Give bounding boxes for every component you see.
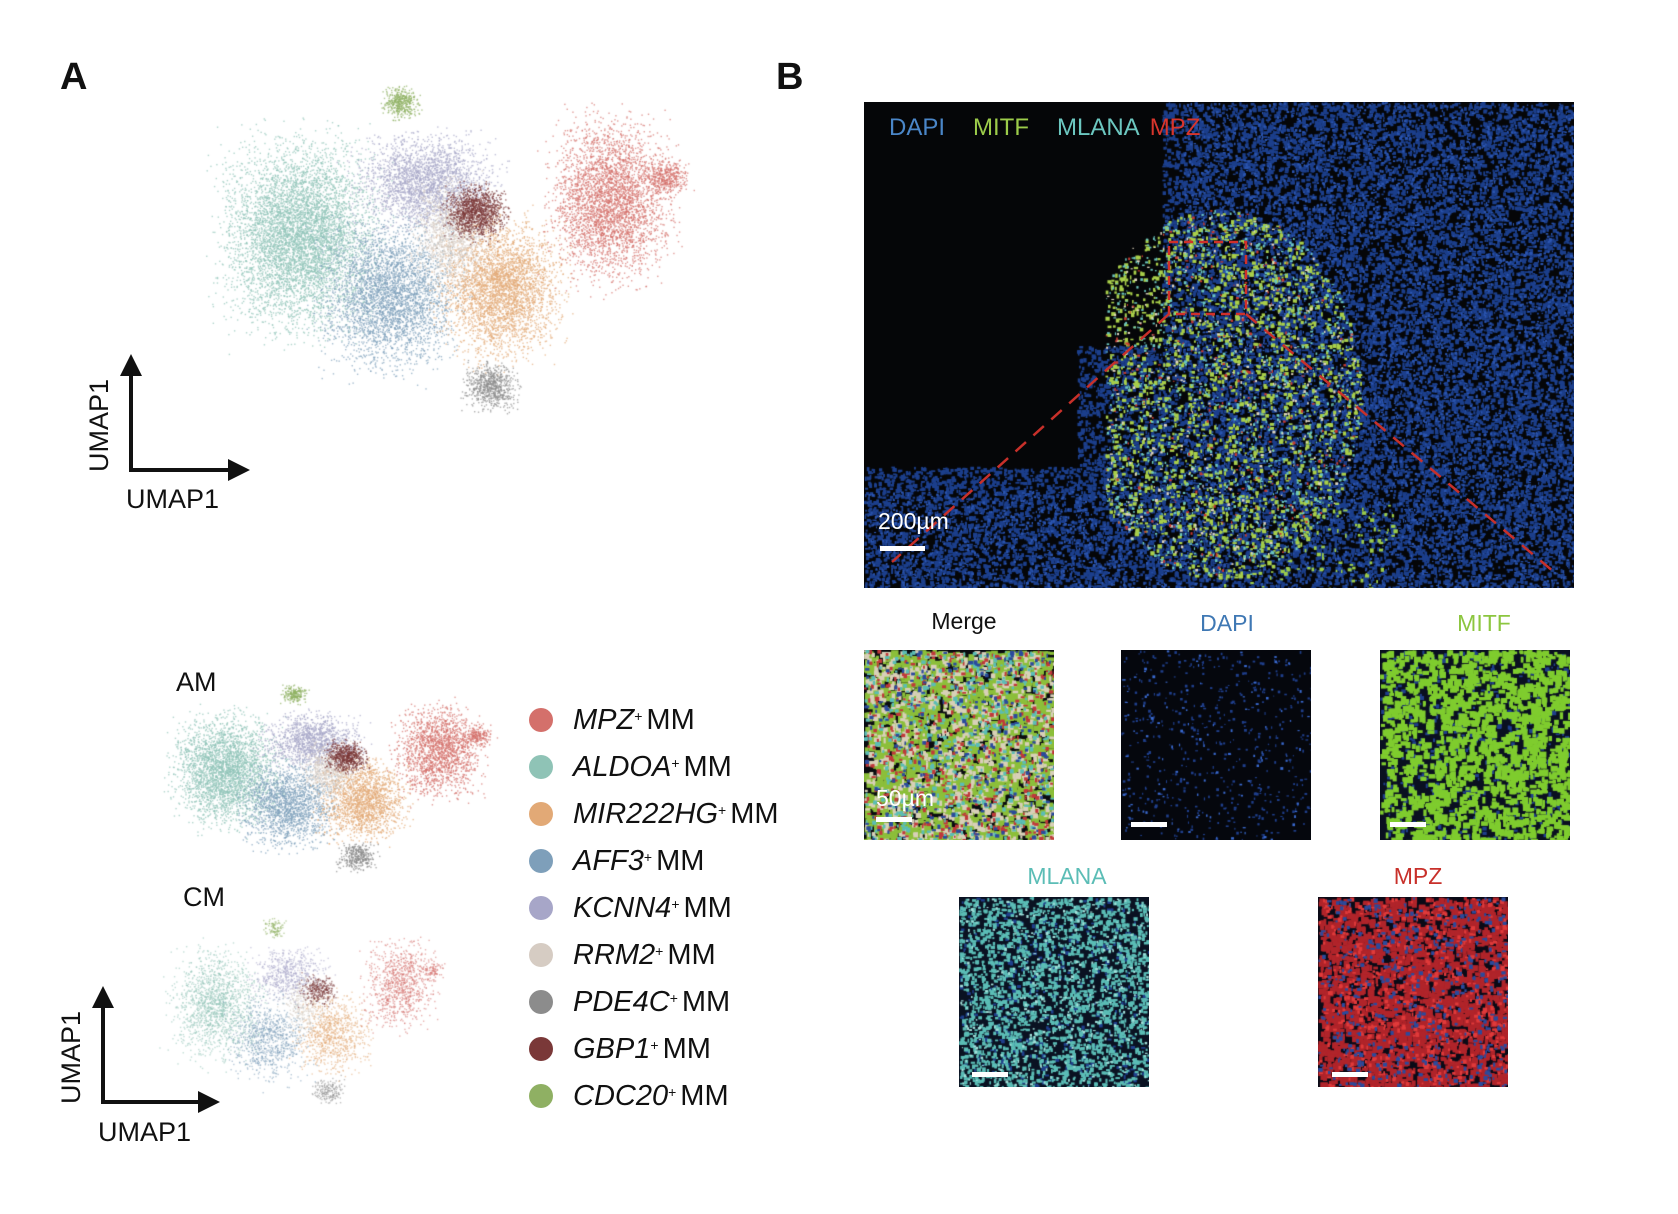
- legend-item: PDE4C + MM: [529, 982, 730, 1022]
- legend-item: AFF3 + MM: [529, 841, 704, 881]
- zoom-scale-bar-mitf: [1390, 822, 1426, 827]
- umap-y-label: UMAP1: [84, 378, 114, 472]
- umap-x-axis-2: [101, 1100, 201, 1104]
- zoom-scale-bar-mlana: [972, 1072, 1008, 1077]
- legend-dot: [529, 1084, 553, 1108]
- legend-sup: +: [643, 849, 653, 865]
- panel-label-a: A: [60, 56, 88, 98]
- legend-dot: [529, 896, 553, 920]
- overview-scale-label: 200µm: [878, 508, 949, 534]
- zoom-image-dapi: [1121, 650, 1311, 840]
- umap-scatter-all: [200, 78, 700, 428]
- legend-gene: RRM2: [573, 938, 656, 971]
- legend-sup: +: [671, 896, 680, 912]
- zoom-title-mlana: MLANA: [1027, 863, 1107, 889]
- arrow-right-icon: [228, 459, 250, 481]
- zoom-title-mpz: MPZ: [1393, 863, 1443, 889]
- subset-label-cm: CM: [183, 882, 225, 912]
- legend-suffix: MM: [683, 891, 732, 924]
- if-overview-image: [864, 102, 1574, 588]
- legend-item: KCNN4 + MM: [529, 888, 732, 928]
- inset-guide-left: [891, 313, 1170, 563]
- legend-gene: AFF3: [573, 844, 644, 877]
- legend-suffix: MM: [730, 797, 779, 830]
- umap-scatter-cm: [156, 914, 451, 1114]
- umap-x-label: UMAP1: [126, 484, 220, 514]
- channel-mlana: MLANA: [1057, 114, 1140, 141]
- legend-suffix: MM: [680, 1079, 729, 1112]
- legend-sup: +: [669, 990, 678, 1006]
- umap-scatter-am: [156, 680, 501, 880]
- channel-mpz: MPZ: [1149, 114, 1201, 141]
- legend-sup: +: [655, 943, 664, 959]
- legend-dot: [529, 755, 553, 779]
- legend-suffix: MM: [646, 703, 695, 736]
- legend-sup: +: [718, 802, 727, 818]
- umap-x-axis: [129, 468, 231, 472]
- zoom-inset-indicator: [891, 240, 1555, 573]
- legend-gene: GBP1: [573, 1032, 651, 1065]
- legend-gene: MIR222HG: [573, 797, 719, 830]
- zoom-image-mitf: [1380, 650, 1570, 840]
- legend-gene: CDC20: [573, 1079, 669, 1112]
- arrow-right-icon: [198, 1091, 220, 1113]
- legend-gene: KCNN4: [573, 891, 672, 924]
- zoom-image-mlana: [959, 897, 1149, 1087]
- legend-gene: PDE4C: [573, 985, 670, 1018]
- legend-dot: [529, 708, 553, 732]
- zoom-scale-label: 50µm: [876, 785, 934, 811]
- arrow-up-icon: [120, 354, 142, 376]
- zoom-scale-bar-mpz: [1332, 1072, 1368, 1077]
- channel-dapi: DAPI: [889, 114, 946, 141]
- legend-sup: +: [650, 1037, 659, 1053]
- umap-x-label-2: UMAP1: [98, 1117, 192, 1147]
- legend-suffix: MM: [683, 750, 732, 783]
- channel-mitf: MITF: [973, 114, 1029, 141]
- zoom-scale-bar-merge: [876, 817, 912, 822]
- legend-suffix: MM: [656, 844, 705, 877]
- umap-y-label-2: UMAP1: [56, 1010, 86, 1104]
- inset-box: [1167, 240, 1248, 316]
- legend-item: GBP1 + MM: [529, 1029, 711, 1069]
- legend-gene: MPZ: [573, 703, 635, 736]
- legend-sup: +: [671, 755, 680, 771]
- overview-scale-bar: [880, 546, 925, 551]
- legend-sup: +: [668, 1084, 677, 1100]
- legend-dot: [529, 943, 553, 967]
- legend-item: MIR222HG + MM: [529, 794, 779, 834]
- legend-item: MPZ + MM: [529, 700, 695, 740]
- umap-y-axis: [129, 372, 133, 472]
- zoom-title-merge: Merge: [931, 608, 997, 634]
- legend-sup: +: [634, 708, 643, 724]
- legend-item: CDC20 + MM: [529, 1076, 729, 1116]
- legend-suffix: MM: [662, 1032, 711, 1065]
- legend-suffix: MM: [681, 985, 731, 1018]
- legend-dot: [529, 802, 553, 826]
- legend-gene: ALDOA: [573, 750, 672, 783]
- legend-item: RRM2 + MM: [529, 935, 716, 975]
- zoom-image-merge: [864, 650, 1054, 840]
- channel-legend: DAPI MITF MLANA MPZ: [889, 114, 1228, 142]
- legend-item: ALDOA + MM: [529, 747, 732, 787]
- inset-guide-right: [1245, 313, 1555, 573]
- legend-dot: [529, 1037, 553, 1061]
- umap-y-axis-2: [101, 1004, 105, 1104]
- arrow-up-icon: [92, 986, 114, 1008]
- panel-label-b: B: [776, 56, 804, 98]
- legend-dot: [529, 990, 553, 1014]
- legend-suffix: MM: [667, 938, 716, 971]
- zoom-image-mpz: [1318, 897, 1508, 1087]
- zoom-title-dapi: DAPI: [1200, 610, 1254, 636]
- zoom-scale-bar-dapi: [1131, 822, 1167, 827]
- legend-dot: [529, 849, 553, 873]
- zoom-title-mitf: MITF: [1457, 610, 1511, 636]
